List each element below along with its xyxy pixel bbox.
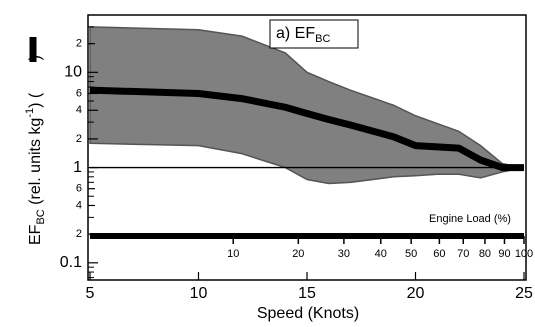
engine-load-label: 50: [405, 248, 417, 260]
engine-load-label: 40: [375, 248, 387, 260]
line-series: [89, 86, 524, 172]
engine-load-label: 20: [292, 248, 304, 260]
engine-load-label: 70: [457, 248, 469, 260]
y-tick-label: 0.1: [60, 254, 82, 271]
engine-load-label: 30: [338, 248, 350, 260]
y-tick-label: 6: [76, 183, 82, 195]
y-tick-label: 4: [76, 104, 82, 116]
annotation-text: a) EF: [276, 25, 315, 42]
annotation-box: [269, 19, 359, 49]
y-tick-label: 2: [76, 228, 82, 240]
engine-load-label: 100: [515, 248, 533, 260]
y-tick-label: 4: [76, 199, 82, 211]
x-tick-label: 25: [515, 285, 533, 302]
x-tick-label: 5: [86, 285, 95, 302]
engine-load-title: Engine Load (%): [429, 213, 511, 225]
y-axis-label: EFBC (rel. units kg-1) ( ): [24, 55, 47, 245]
y-tick-label: 2: [76, 38, 82, 50]
engine-load-label: 60: [433, 248, 445, 260]
engine-load-label: 10: [227, 248, 239, 260]
y-tick-label: 6: [76, 87, 82, 99]
x-tick-label: 10: [190, 285, 208, 302]
uncertainty-band: [89, 26, 525, 185]
engine-load-label: 80: [479, 248, 491, 260]
x-axis-label: Speed (Knots): [257, 305, 359, 322]
x-tick-label: 20: [407, 285, 425, 302]
annotation: a) EFBC: [276, 25, 330, 45]
engine-load-bar: [90, 233, 524, 239]
y-tick-label: 10: [64, 64, 82, 81]
x-tick-label: 15: [298, 285, 316, 302]
y-tick-label: 2: [76, 133, 82, 145]
y-tick-label: 1: [73, 159, 82, 176]
engine-load-label: 90: [498, 248, 510, 260]
annotation-subscript: BC: [315, 33, 330, 45]
